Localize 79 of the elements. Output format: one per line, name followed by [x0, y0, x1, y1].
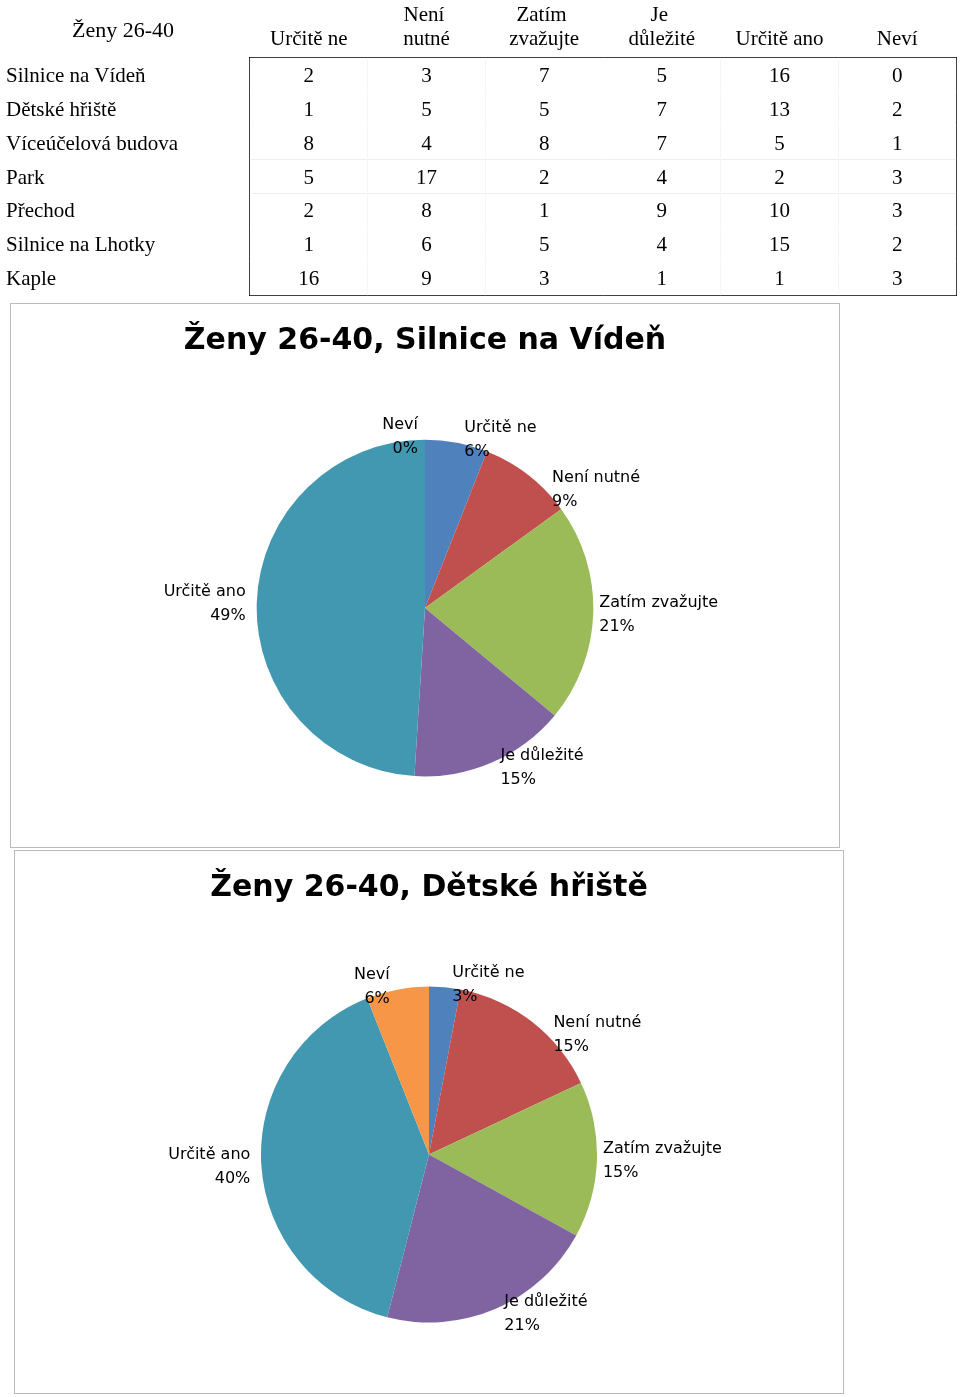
data-label: 10	[769, 198, 790, 223]
slice-label: Určitě ano	[168, 1143, 251, 1163]
y-tick-label: Víceúčelová budova	[6, 130, 179, 155]
data-label: 3	[891, 198, 903, 223]
data-label: 3	[538, 266, 550, 291]
data-label: 15%	[553, 1035, 589, 1055]
slice-label: Je důležité	[503, 1290, 588, 1310]
data-label: 15%	[602, 1162, 639, 1182]
data-label: 9%	[552, 491, 578, 511]
x-tick-label: Neví	[876, 26, 918, 50]
data-label: 2	[891, 96, 903, 121]
data-label: 0	[891, 62, 903, 87]
y-tick-label: Přechod	[6, 198, 76, 223]
x-tick-label: Určitě ne	[270, 26, 348, 50]
data-label: 3	[421, 62, 432, 87]
x-tick-label: Určitě ano	[735, 26, 824, 50]
data-label: 21%	[504, 1314, 540, 1334]
data-label: 3	[891, 164, 903, 189]
data-label: 1	[891, 130, 903, 155]
category-label: Neví	[382, 414, 418, 434]
data-label: 16	[298, 266, 320, 291]
data-label: 6	[421, 232, 432, 257]
data-label: 4	[656, 232, 668, 257]
data-label: 1	[538, 198, 550, 223]
slice-label: Není nutné	[552, 467, 641, 487]
data-label: 4	[656, 164, 668, 189]
data-label: 2	[891, 232, 903, 257]
data-label: 2	[303, 198, 315, 223]
data-label: 1	[303, 96, 315, 121]
data-label: 15	[769, 232, 790, 257]
data-label: 5	[656, 62, 668, 87]
data-label: 7	[538, 62, 550, 87]
data-label: 8	[303, 130, 315, 155]
data-label: 1	[774, 266, 785, 291]
data-label: 2	[538, 164, 550, 189]
y-tick-label: Silnice na Vídeň	[6, 62, 147, 87]
x-tick-label: Není nutné	[403, 2, 450, 50]
chart-title: Ženy 26-40, Silnice na Vídeň	[183, 320, 667, 356]
data-label: 8	[538, 130, 550, 155]
x-tick-label: Je důležité	[628, 2, 696, 50]
data-label: 5	[774, 130, 785, 155]
slice-label: Je důležité	[499, 744, 584, 764]
data-label: 7	[656, 96, 668, 121]
y-tick-label: Park	[6, 164, 45, 189]
data-label: 15%	[500, 768, 536, 788]
data-label: 9	[656, 198, 668, 223]
data-label: 16	[769, 62, 790, 87]
text: 0%	[392, 438, 418, 458]
slice-label: Není nutné	[553, 1011, 642, 1031]
data-label: 3	[891, 266, 903, 291]
chart-title: Ženy 26-40, Dětské hřiště	[210, 867, 648, 903]
y-tick-label: Kaple	[6, 266, 57, 291]
data-label: 2	[774, 164, 785, 189]
data-label: 2	[303, 62, 315, 87]
y-tick-label: Silnice na Lhotky	[6, 232, 156, 257]
slice-label: Určitě ne	[452, 961, 525, 981]
slice-label: Určitě ne	[464, 417, 537, 437]
data-label: 13	[769, 96, 790, 121]
data-label: 40%	[214, 1167, 251, 1187]
data-label: 21%	[599, 615, 635, 635]
data-label: 49%	[210, 605, 246, 625]
slice-label: Neví	[354, 964, 391, 984]
chart-title: Ženy 26-40	[72, 16, 175, 42]
data-label: 5	[303, 164, 315, 189]
data-label: 4	[421, 130, 433, 155]
data-label: 8	[421, 198, 432, 223]
data-label: 17	[416, 164, 437, 189]
slice-label: Zatím zvažujte	[602, 1138, 722, 1158]
data-label: 5	[538, 232, 550, 257]
data-label: 5	[538, 96, 550, 121]
data-label: 5	[421, 96, 432, 121]
slice-label: Zatím zvažujte	[599, 591, 719, 611]
slice-label: Určitě ano	[163, 581, 246, 601]
x-tick-label: Zatím zvažujte	[509, 2, 580, 50]
data-label: 1	[303, 232, 315, 257]
data-label: 7	[656, 130, 668, 155]
y-tick-label: Dětské hřiště	[6, 96, 117, 121]
data-label: 9	[421, 266, 432, 291]
data-label: 1	[656, 266, 668, 291]
